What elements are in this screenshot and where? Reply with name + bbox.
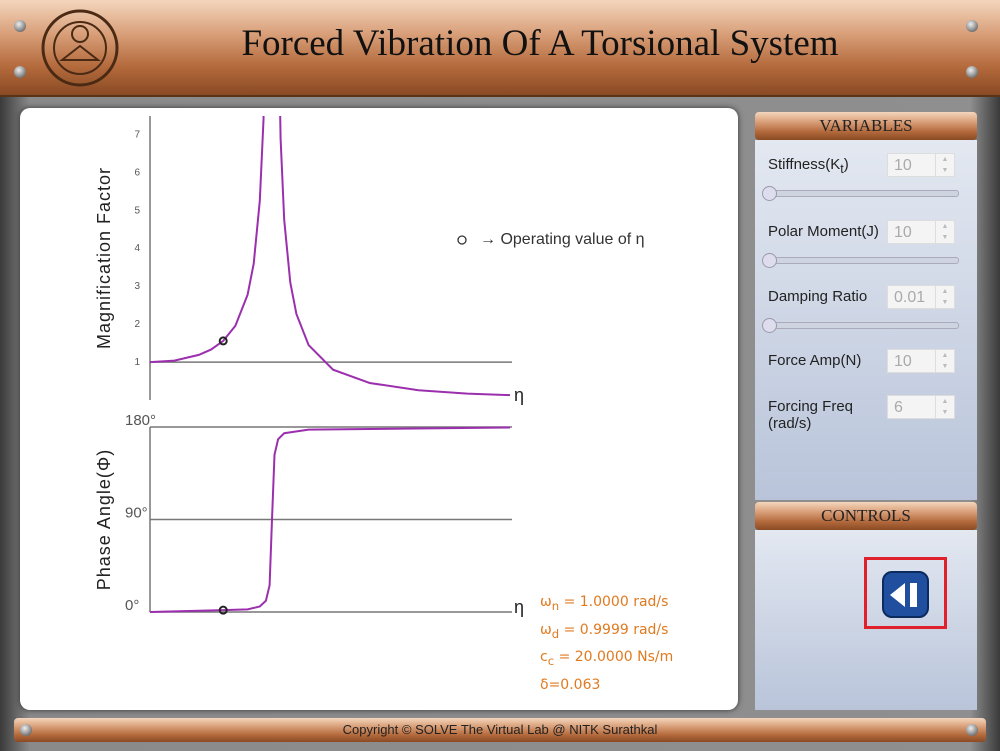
- result-line: δ=0.063: [540, 677, 600, 696]
- slider-track: [762, 318, 959, 333]
- variables-header: VARIABLES: [755, 112, 977, 140]
- variable-value: 10: [894, 157, 912, 174]
- result-symbol: ω: [540, 594, 552, 610]
- variables-panel: [755, 140, 977, 500]
- operating-point: [218, 605, 228, 615]
- variable-value: 6: [894, 399, 903, 416]
- result-subscript: c: [547, 653, 555, 668]
- slider-knob[interactable]: [762, 318, 777, 333]
- x-axis-label: η: [514, 385, 524, 405]
- screw: [14, 20, 26, 32]
- variable-label-end: ): [843, 156, 849, 173]
- result-symbol: δ: [540, 676, 549, 693]
- variable-label-text: Force Amp(N): [768, 352, 862, 369]
- variable-label-text: Stiffness(K: [768, 156, 841, 173]
- variable-label: Forcing Freq (rad/s): [768, 398, 853, 432]
- y-tick-label: 7: [134, 130, 140, 141]
- variable-input[interactable]: 6 ▲ ▼: [887, 395, 955, 419]
- screw: [20, 724, 32, 736]
- y-axis-label: Magnification Factor: [94, 167, 114, 349]
- result-subscript: d: [551, 626, 560, 641]
- slider-track: [762, 186, 959, 201]
- result-text: = 1.0000 rad/s: [559, 594, 669, 610]
- y-tick-label: 2: [134, 319, 140, 330]
- variable-value: 10: [894, 224, 912, 241]
- result-text: = 20.0000 Ns/m: [554, 649, 674, 665]
- operating-point: [218, 336, 228, 346]
- y-tick-label: 1: [134, 357, 140, 368]
- footer-text: Copyright © SOLVE The Virtual Lab @ NITK…: [342, 722, 658, 737]
- spinner: ▲ ▼: [935, 350, 954, 372]
- curve: [150, 426, 511, 613]
- y-tick-label: 180°: [125, 412, 156, 429]
- variable-label-sub: t: [840, 162, 844, 176]
- header: Forced Vibration Of A Torsional System: [0, 0, 1000, 97]
- result-text: = 0.9999 rad/s: [559, 621, 669, 638]
- x-axis-label: η: [514, 597, 524, 617]
- y-tick-label: 3: [134, 281, 140, 292]
- spinner: ▲ ▼: [935, 154, 954, 176]
- variable-label: Force Amp(N): [768, 352, 861, 369]
- result-line: ωn = 1.0000 rad/s: [540, 594, 668, 613]
- variable-label-text: Polar Moment(J): [768, 223, 879, 240]
- y-tick-label: 6: [134, 167, 140, 178]
- variable-input[interactable]: 10 ▲ ▼: [887, 220, 955, 244]
- variable-label: Stiffness(Kt): [768, 156, 849, 176]
- result-symbol: c: [540, 649, 548, 665]
- y-axis-label: Phase Angle(Φ): [94, 449, 114, 590]
- spinner: ▲ ▼: [935, 286, 954, 308]
- y-tick-label: 90°: [125, 504, 148, 521]
- variable-value: 10: [894, 353, 912, 370]
- variable-input[interactable]: 10 ▲ ▼: [887, 153, 955, 177]
- slider-knob[interactable]: [762, 186, 777, 201]
- logo: [41, 9, 119, 87]
- plot-panel: [20, 108, 738, 710]
- curve: [150, 116, 511, 397]
- screw: [966, 20, 978, 32]
- variable-label-text: Damping Ratio: [768, 288, 868, 305]
- screw: [966, 724, 978, 736]
- reset-button[interactable]: [881, 570, 931, 620]
- result-text: =0.063: [548, 676, 601, 693]
- variable-label: Damping Ratio: [768, 288, 867, 305]
- variable-value: 0.01: [894, 289, 926, 306]
- result-subscript: n: [551, 598, 560, 613]
- spinner: ▲ ▼: [935, 221, 954, 243]
- screw: [966, 66, 978, 78]
- legend-text: → Operating value of η: [480, 231, 645, 248]
- controls-header: CONTROLS: [755, 502, 977, 530]
- y-tick-label: 0°: [125, 597, 139, 614]
- legend-marker: [457, 235, 467, 245]
- variable-label: Polar Moment(J): [768, 223, 879, 240]
- result-line: ωd = 0.9999 rad/s: [540, 622, 668, 641]
- title: Forced Vibration Of A Torsional System: [241, 23, 839, 64]
- result-symbol: ω: [540, 621, 552, 638]
- spinner: ▲ ▼: [935, 396, 954, 418]
- screw: [14, 66, 26, 78]
- variable-input[interactable]: 0.01 ▲ ▼: [887, 285, 955, 309]
- result-line: cc = 20.0000 Ns/m: [540, 649, 673, 668]
- footer: Copyright © SOLVE The Virtual Lab @ NITK…: [14, 718, 986, 742]
- variable-label-text: Forcing Freq: [768, 398, 854, 415]
- variable-label-line2: (rad/s): [768, 415, 812, 432]
- y-tick-label: 5: [134, 205, 140, 216]
- slider-knob[interactable]: [762, 253, 777, 268]
- slider-track: [762, 253, 959, 268]
- variable-input[interactable]: 10 ▲ ▼: [887, 349, 955, 373]
- button-highlight: [864, 557, 947, 629]
- y-tick-label: 4: [134, 243, 140, 254]
